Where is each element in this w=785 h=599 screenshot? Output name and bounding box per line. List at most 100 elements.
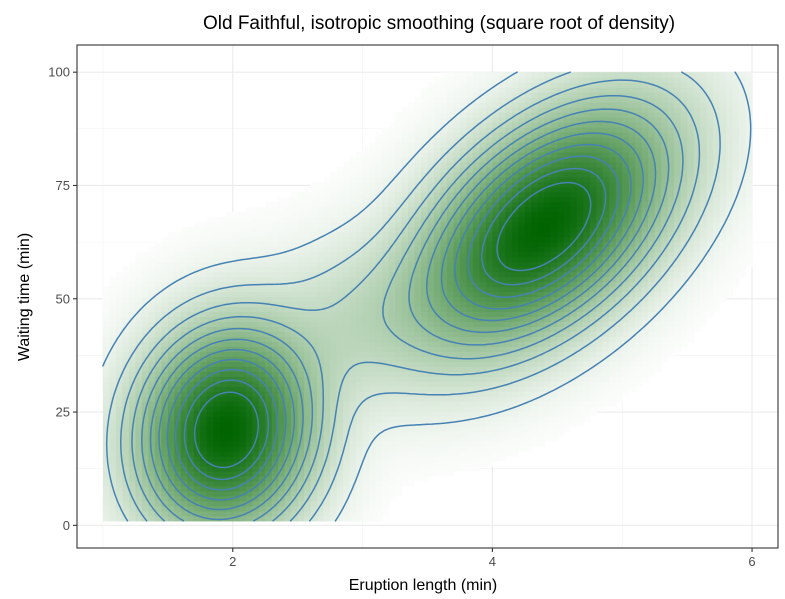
density-cell	[551, 436, 558, 442]
density-cell	[466, 406, 473, 412]
density-cell	[369, 217, 376, 223]
density-cell	[324, 197, 331, 203]
density-cell	[161, 326, 168, 332]
density-cell	[350, 346, 357, 352]
density-cell	[570, 197, 577, 203]
density-cell	[421, 117, 428, 123]
density-cell	[505, 376, 512, 382]
density-cell	[246, 441, 253, 447]
density-cell	[434, 192, 441, 198]
density-cell	[356, 436, 363, 442]
density-cell	[259, 222, 266, 228]
density-cell	[122, 331, 129, 337]
density-cell	[116, 431, 123, 437]
density-cell	[220, 411, 227, 417]
density-cell	[525, 72, 532, 78]
density-cell	[447, 292, 454, 298]
density-cell	[155, 267, 162, 273]
density-cell	[512, 252, 519, 258]
density-cell	[428, 277, 435, 283]
density-cell	[402, 137, 409, 143]
density-cell	[492, 132, 499, 138]
density-cell	[466, 212, 473, 218]
density-cell	[226, 252, 233, 258]
density-cell	[298, 351, 305, 357]
density-cell	[168, 237, 175, 243]
density-cell	[369, 306, 376, 312]
density-cell	[317, 257, 324, 263]
density-cell	[421, 306, 428, 312]
density-cell	[259, 267, 266, 273]
density-cell	[402, 451, 409, 457]
density-cell	[337, 252, 344, 258]
density-cell	[337, 277, 344, 283]
density-cell	[486, 451, 493, 457]
density-cell	[161, 267, 168, 273]
density-cell	[492, 321, 499, 327]
density-cell	[181, 456, 188, 462]
density-cell	[408, 207, 415, 213]
density-cell	[486, 262, 493, 268]
density-cell	[460, 301, 467, 307]
density-cell	[246, 207, 253, 213]
density-cell	[220, 306, 227, 312]
density-cell	[103, 321, 110, 327]
density-cell	[538, 192, 545, 198]
density-cell	[440, 132, 447, 138]
density-cell	[505, 287, 512, 293]
density-cell	[369, 277, 376, 283]
density-cell	[499, 217, 506, 223]
density-cell	[499, 356, 506, 362]
density-cell	[395, 112, 402, 118]
density-cell	[350, 247, 357, 253]
density-cell	[129, 371, 136, 377]
density-cell	[330, 297, 337, 303]
density-cell	[402, 277, 409, 283]
density-cell	[531, 132, 538, 138]
density-cell	[252, 222, 259, 228]
density-cell	[343, 396, 350, 402]
density-cell	[486, 282, 493, 288]
density-cell	[492, 451, 499, 457]
density-cell	[389, 297, 396, 303]
density-cell	[421, 461, 428, 467]
density-cell	[369, 401, 376, 407]
density-cell	[538, 257, 545, 263]
density-cell	[564, 187, 571, 193]
density-cell	[415, 102, 422, 108]
density-cell	[155, 297, 162, 303]
density-cell	[187, 301, 194, 307]
density-cell	[505, 431, 512, 437]
density-cell	[109, 436, 116, 442]
density-cell	[447, 277, 454, 283]
density-cell	[369, 301, 376, 307]
density-cell	[557, 376, 564, 382]
density-cell	[129, 341, 136, 347]
density-cell	[187, 426, 194, 432]
density-cell	[233, 292, 240, 298]
density-cell	[492, 117, 499, 123]
density-cell	[116, 446, 123, 452]
density-cell	[440, 426, 447, 432]
density-cell	[187, 232, 194, 238]
density-cell	[434, 92, 441, 98]
density-cell	[499, 391, 506, 397]
density-cell	[337, 416, 344, 422]
density-cell	[330, 366, 337, 372]
density-cell	[389, 311, 396, 317]
density-cell	[148, 282, 155, 288]
density-cell	[317, 197, 324, 203]
density-cell	[135, 316, 142, 322]
density-cell	[402, 426, 409, 432]
density-cell	[168, 247, 175, 253]
density-cell	[304, 351, 311, 357]
density-cell	[389, 386, 396, 392]
density-cell	[337, 172, 344, 178]
density-cell	[460, 277, 467, 283]
density-cell	[337, 336, 344, 342]
density-cell	[447, 396, 454, 402]
density-cell	[161, 451, 168, 457]
density-cell	[479, 102, 486, 108]
density-cell	[259, 496, 266, 502]
density-cell	[389, 476, 396, 482]
